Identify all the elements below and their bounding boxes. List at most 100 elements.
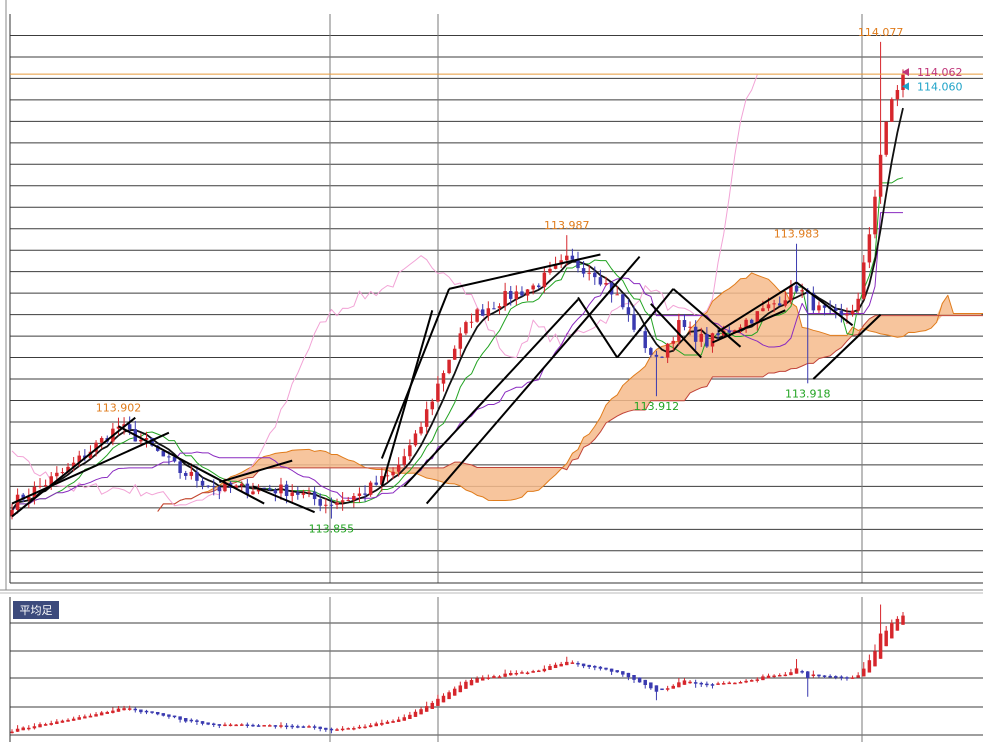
- ha-body: [262, 725, 266, 727]
- ha-body: [43, 724, 48, 726]
- ha-body: [559, 663, 563, 667]
- ha-body: [503, 673, 507, 677]
- ha-body: [284, 725, 289, 728]
- ha-body: [380, 722, 384, 725]
- ha-body: [811, 674, 816, 676]
- candle-body: [357, 493, 362, 496]
- extreme-label-113.987: 113.987: [544, 219, 590, 232]
- ha-body: [296, 726, 300, 728]
- candle-body: [839, 310, 844, 316]
- ha-body: [693, 682, 698, 684]
- ha-body: [111, 710, 115, 713]
- ha-body: [301, 726, 306, 728]
- ha-body: [385, 721, 390, 724]
- ha-body: [749, 680, 754, 682]
- ha-body: [452, 688, 457, 696]
- candle-body: [43, 485, 48, 487]
- candle-body: [677, 320, 681, 341]
- candle-body: [211, 486, 216, 488]
- trendline: [252, 485, 315, 514]
- ha-body: [408, 714, 412, 719]
- ha-body: [705, 683, 709, 686]
- price-tag-114.062: 114.062: [917, 66, 963, 79]
- extreme-label-113.983: 113.983: [774, 228, 820, 241]
- candle-body: [890, 99, 894, 122]
- trendline: [616, 288, 675, 359]
- candle-body: [60, 472, 65, 474]
- candle-body: [660, 356, 664, 358]
- candle-body: [862, 262, 866, 299]
- candle-body: [240, 483, 244, 486]
- candle-body: [497, 306, 502, 309]
- ha-body: [66, 719, 70, 722]
- ha-body: [139, 709, 143, 713]
- candle-body: [733, 330, 737, 333]
- ha-body: [27, 727, 31, 730]
- ha-body: [761, 676, 765, 681]
- ha-body: [447, 692, 451, 700]
- candle-body: [716, 333, 720, 336]
- trendline: [118, 425, 265, 505]
- ha-body: [850, 677, 855, 679]
- ha-body: [413, 711, 418, 717]
- candle-body: [486, 308, 491, 316]
- candle-body: [116, 426, 121, 429]
- ha-body: [441, 695, 446, 703]
- ha-body: [183, 718, 188, 722]
- candle-body: [856, 298, 860, 311]
- candle-body: [542, 272, 547, 288]
- candle-body: [682, 320, 687, 328]
- candle-body: [374, 482, 378, 485]
- candle-body: [845, 314, 849, 316]
- ha-body: [469, 680, 474, 686]
- ha-body: [458, 685, 463, 693]
- candle-body: [178, 461, 182, 473]
- ha-body: [834, 676, 838, 678]
- ha-body: [234, 724, 238, 727]
- candle-body: [15, 494, 20, 510]
- ha-body: [593, 665, 597, 668]
- candle-body: [279, 484, 283, 494]
- ha-body: [738, 682, 743, 684]
- ha-body: [99, 712, 104, 716]
- candle-body: [10, 509, 14, 517]
- ha-body: [492, 676, 496, 679]
- candle-body: [447, 359, 451, 374]
- ha-body: [783, 674, 788, 677]
- candle-body: [363, 493, 367, 495]
- candle-body: [127, 424, 132, 430]
- ha-body: [251, 724, 255, 727]
- trendline: [11, 431, 170, 505]
- ha-body: [15, 728, 20, 732]
- ha-body: [307, 726, 311, 728]
- ha-body: [626, 672, 631, 678]
- candle-body: [632, 314, 636, 330]
- ha-body: [615, 670, 619, 673]
- ha-body: [604, 667, 608, 670]
- ha-body: [789, 672, 793, 676]
- ha-body: [514, 672, 519, 675]
- ha-body: [357, 726, 362, 729]
- ha-body: [133, 708, 138, 711]
- ha-body: [424, 706, 429, 712]
- ha-body: [570, 662, 575, 664]
- candle-body: [895, 89, 900, 100]
- candle-body: [626, 307, 631, 315]
- ha-body: [632, 675, 636, 680]
- candle-body: [553, 264, 558, 269]
- ha-body: [654, 685, 659, 692]
- trendline: [672, 288, 742, 348]
- trendline: [219, 459, 293, 484]
- candle-body: [604, 283, 608, 285]
- ha-body: [688, 681, 692, 684]
- candle-body: [183, 472, 188, 476]
- trendline: [650, 303, 702, 359]
- ha-body: [486, 677, 491, 679]
- extreme-label-114.077: 114.077: [858, 26, 904, 39]
- main-plot: 113.902 113.855 113.987 113.912 113.983 113.9…: [10, 14, 983, 583]
- ha-body: [155, 711, 160, 715]
- ha-body: [856, 675, 860, 678]
- candle-body: [654, 354, 659, 357]
- ha-body: [581, 663, 586, 667]
